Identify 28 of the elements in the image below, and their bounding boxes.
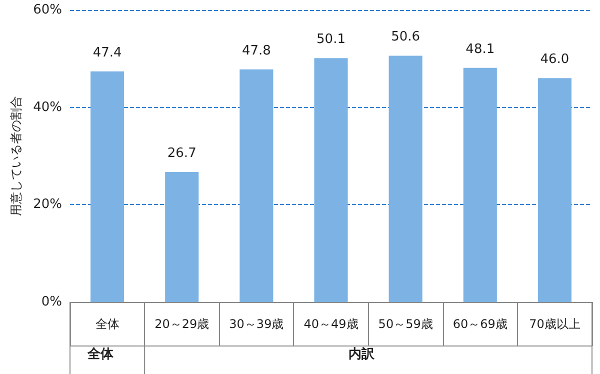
bar [314, 58, 348, 302]
y-tick-label: 60% [33, 2, 62, 18]
y-tick-label: 0% [41, 294, 62, 310]
data-label: 47.8 [242, 43, 271, 58]
text: 全体 [86, 347, 114, 362]
y-tick-label: 20% [33, 197, 62, 212]
data-label: 48.1 [466, 42, 495, 57]
x-tick-label: 60～69歳 [452, 317, 508, 331]
bar [388, 56, 422, 302]
data-label: 46.0 [540, 52, 570, 68]
x-tick-label: 30～39歳 [229, 317, 284, 331]
data-label: 50.6 [391, 30, 420, 45]
bar [90, 71, 124, 302]
y-tick-label: 40% [33, 100, 62, 115]
bar [538, 78, 572, 302]
text: 内訳 [348, 346, 376, 362]
x-tick-label: 40～49歳 [304, 317, 358, 331]
bar [165, 172, 199, 302]
x-tick-label: 70歳以上 [529, 317, 580, 331]
x-tick-label: 全体 [95, 317, 120, 331]
bar [463, 68, 497, 302]
data-label: 47.4 [92, 45, 122, 60]
y-axis-title: 用意している者の割合 [9, 96, 23, 216]
data-label: 26.7 [167, 146, 196, 162]
data-label: 50.1 [316, 32, 346, 48]
x-tick-label: 20～29歳 [154, 317, 210, 331]
x-tick-label: 50～59歳 [378, 317, 433, 331]
bar [240, 69, 274, 302]
